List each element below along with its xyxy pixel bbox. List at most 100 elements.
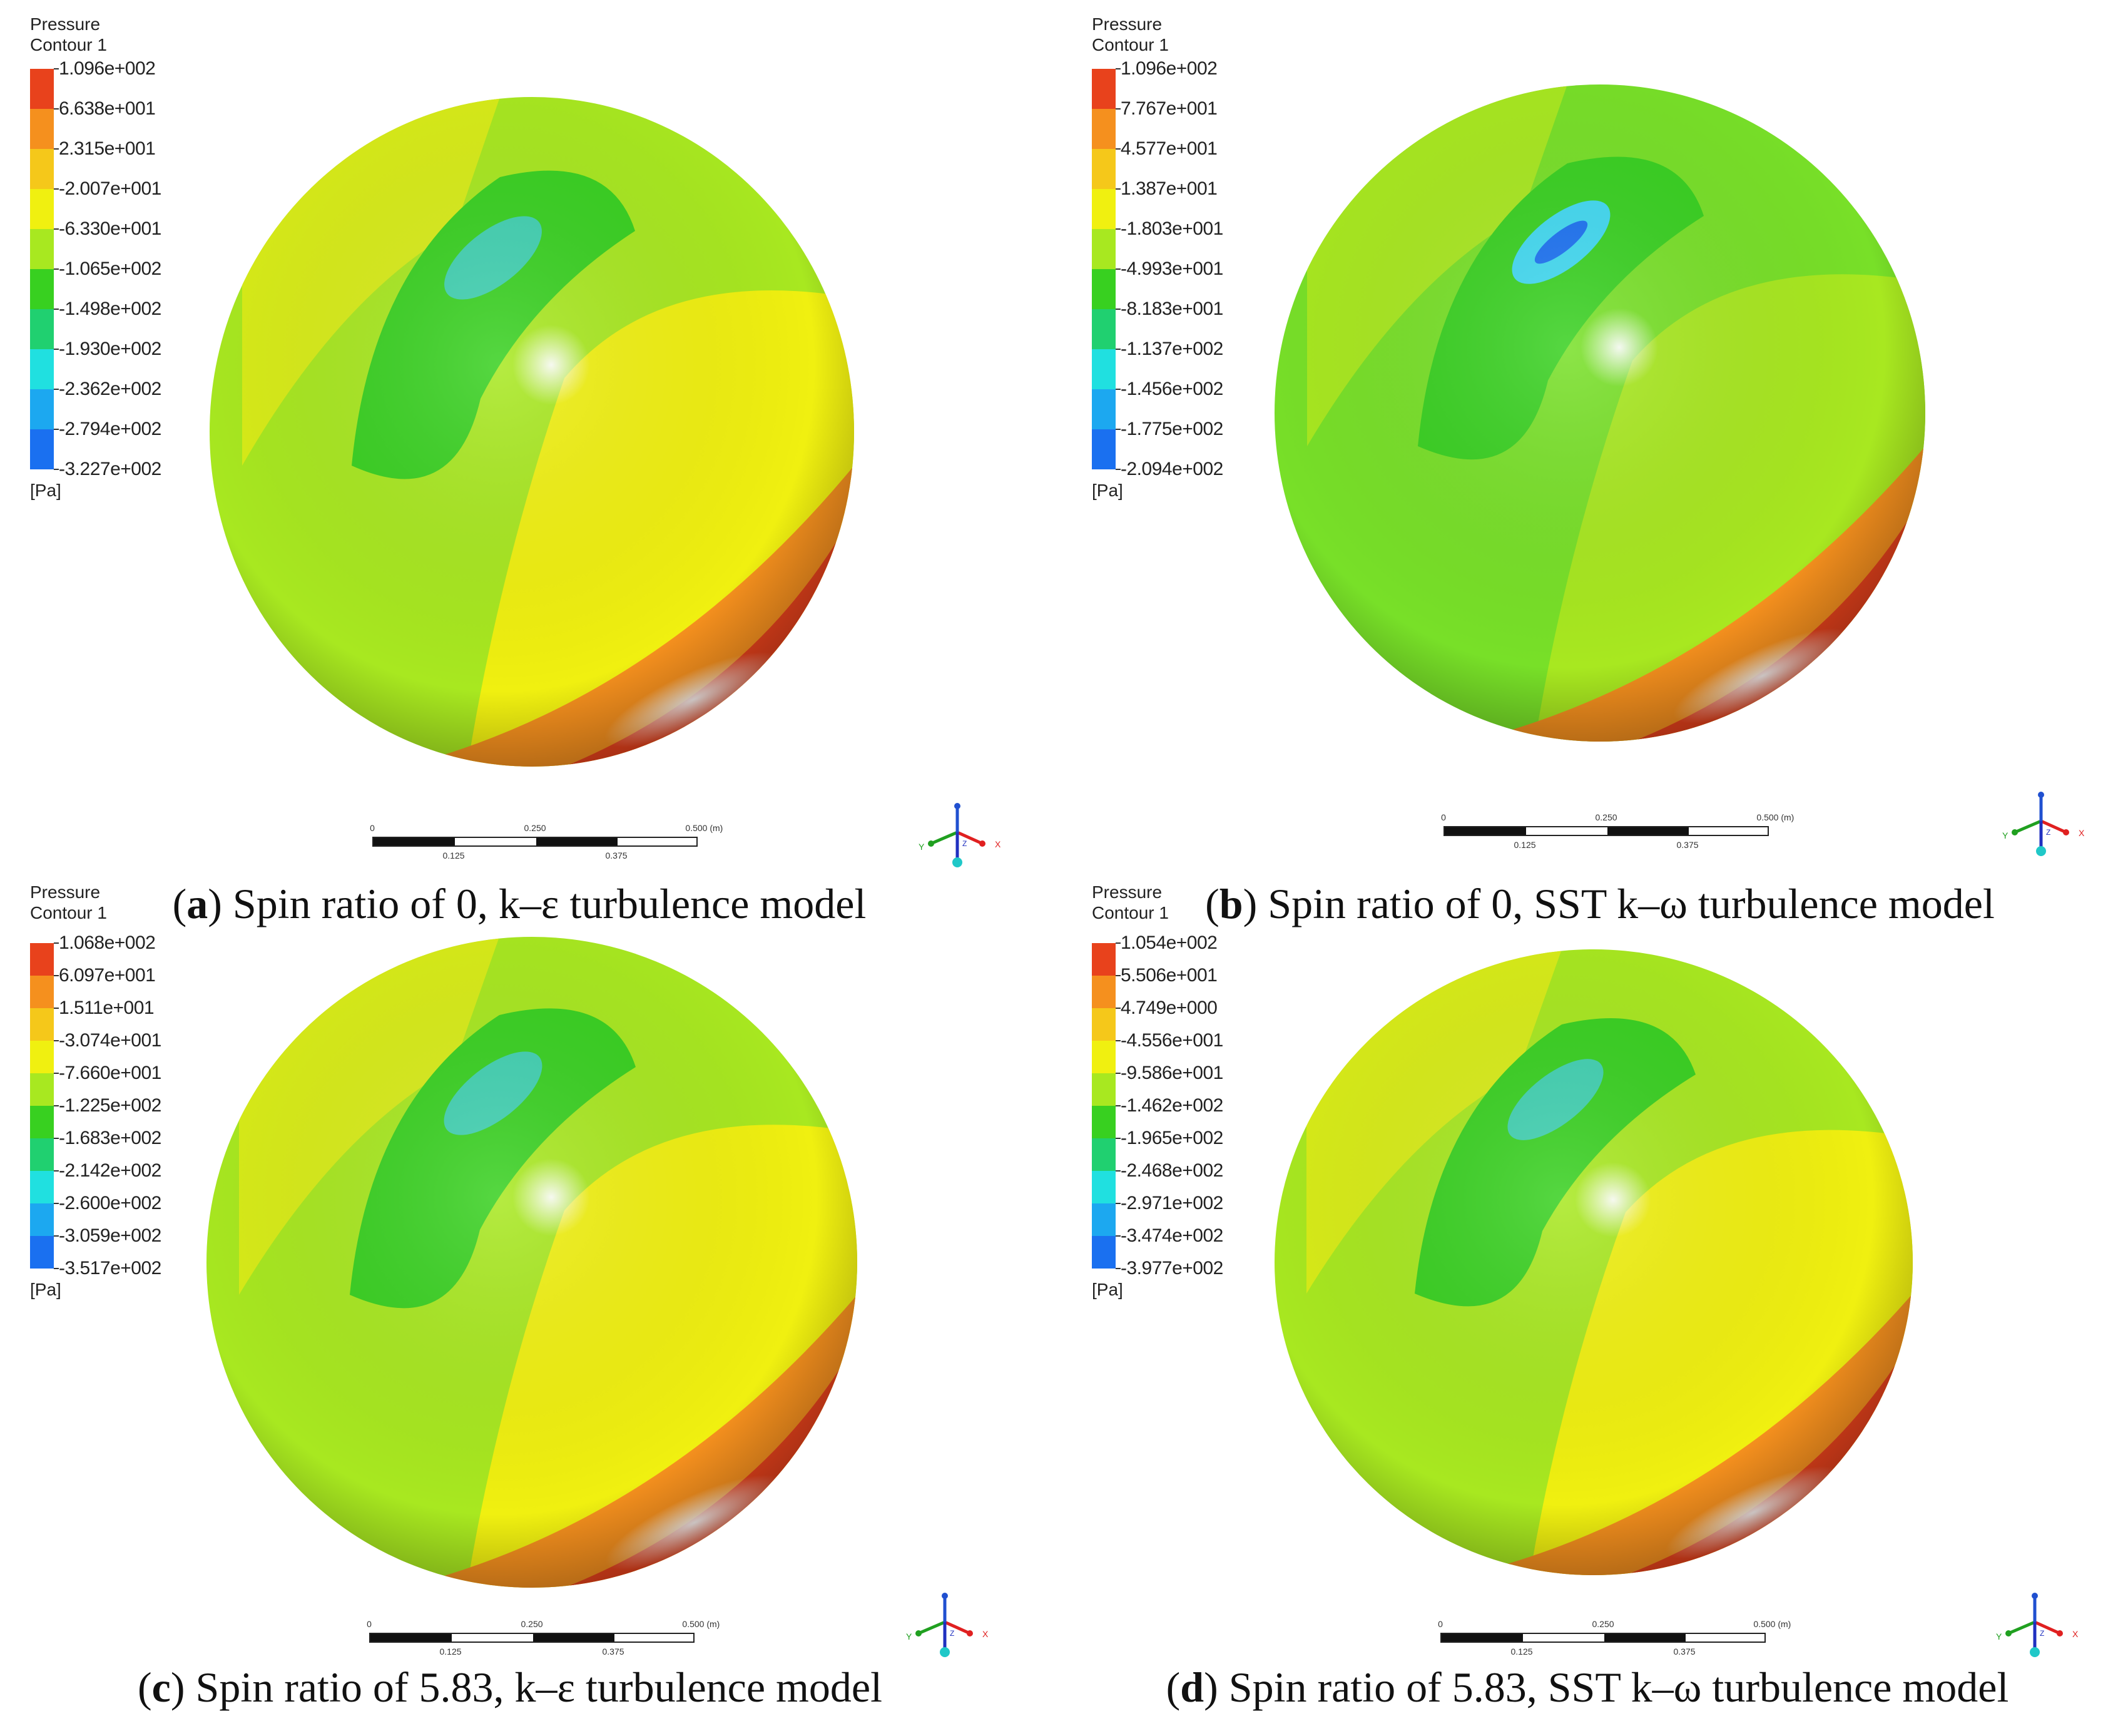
colorbar-tick-label: -1.456e+002	[1121, 379, 1223, 399]
pressure-contour-sphere	[1275, 949, 1913, 1575]
scale-bar-segment	[370, 1634, 452, 1642]
scale-bar-segment	[536, 838, 618, 845]
colorbar-tick-label: -2.971e+002	[1121, 1193, 1223, 1213]
colorbar	[30, 69, 54, 469]
axis-x-arrow	[944, 1620, 971, 1635]
scale-bar-label: 0.500 (m)	[685, 823, 723, 833]
axis-label: Y	[919, 842, 925, 852]
colorbar-tick-label: -2.600e+002	[59, 1193, 161, 1213]
scale-bar-segment	[1607, 827, 1689, 835]
colorbar-tick-mark	[1116, 1268, 1121, 1269]
colorbar-segment	[30, 229, 54, 269]
colorbar-tick-mark	[1116, 148, 1121, 150]
sphere-surface	[1275, 949, 1913, 1575]
colorbar-tick-label: -2.007e+001	[59, 178, 161, 199]
colorbar-tick-mark	[1116, 1203, 1121, 1204]
colorbar-segment	[30, 149, 54, 189]
colorbar-tick-label: 1.511e+001	[59, 998, 155, 1018]
colorbar-tick-label: 1.096e+002	[59, 58, 156, 79]
sphere-surface	[210, 97, 854, 767]
axis-x-arrow-head	[2063, 829, 2069, 835]
scale-bar-segment	[1445, 827, 1526, 835]
scale-bar-line	[369, 1633, 695, 1643]
scale-bar-label: 0.125	[1510, 1647, 1533, 1657]
colorbar	[1092, 69, 1116, 469]
unit-label: [Pa]	[30, 481, 61, 500]
colorbar-segment	[1092, 1236, 1116, 1269]
pressure-contour-sphere	[206, 937, 857, 1588]
scale-bar-label: 0	[1438, 1619, 1443, 1629]
colorbar-tick-label: -9.586e+001	[1121, 1063, 1223, 1083]
axis-triad-icon: X Y Z	[1996, 1593, 2079, 1657]
panel-d: Pressure Contour 1 1.054e+002 5.506e+001 4…	[1062, 868, 2123, 1736]
colorbar-tick-label: -4.556e+001	[1121, 1030, 1223, 1051]
colorbar-tick-mark	[1116, 188, 1121, 190]
colorbar-tick-label: -1.137e+002	[1121, 339, 1223, 359]
colorbar-segment	[30, 109, 54, 149]
axis-label: Z	[2040, 1629, 2044, 1638]
colorbar	[1092, 943, 1116, 1269]
colorbar-tick-mark	[1116, 469, 1121, 470]
scale-bar-line	[372, 837, 698, 847]
colorbar-segment	[1092, 269, 1116, 309]
axis-label: Z	[2046, 828, 2050, 837]
axis-y-arrow-head	[928, 840, 934, 847]
scale-bar-label: 0.125	[442, 850, 465, 860]
colorbar-tick-mark	[54, 942, 59, 944]
colorbar-segment	[1092, 1138, 1116, 1171]
colorbar-tick-mark	[54, 1235, 59, 1237]
scale-bar-label: 0.250	[1595, 812, 1617, 822]
colorbar-segment	[1092, 429, 1116, 469]
pressure-contour-sphere	[210, 97, 854, 767]
colorbar-tick-mark	[54, 1138, 59, 1139]
scale-bar-label: 0.250	[524, 823, 546, 833]
colorbar-tick-mark	[1116, 228, 1121, 230]
colorbar-tick-label: -3.474e+002	[1121, 1225, 1223, 1246]
colorbar-tick-mark	[54, 469, 59, 470]
colorbar-tick-label: -1.065e+002	[59, 258, 161, 279]
axis-y-arrow	[930, 830, 958, 845]
axis-label: X	[995, 839, 1001, 849]
scale-bar-label: 0	[370, 823, 375, 833]
axis-up-arrow-head	[942, 1593, 948, 1599]
axis-label: Y	[1996, 1631, 2002, 1642]
axis-triad-icon: X Y Z	[906, 1593, 989, 1657]
axis-z-ball	[940, 1647, 950, 1657]
colorbar-tick-label: -2.142e+002	[59, 1160, 161, 1181]
colorbar-tick-mark	[1116, 68, 1121, 69]
colorbar-tick-label: -1.803e+001	[1121, 218, 1223, 239]
axis-label: Y	[906, 1631, 912, 1642]
unit-label: [Pa]	[1092, 481, 1123, 500]
colorbar-tick-label: -1.930e+002	[59, 339, 161, 359]
scale-bar-label: 0	[1441, 812, 1446, 822]
scale-bar-label: 0.250	[1592, 1619, 1614, 1629]
scale-bar-label: 0.375	[602, 1647, 624, 1657]
colorbar-segment	[1092, 149, 1116, 189]
colorbar-segment	[30, 69, 54, 109]
colorbar-tick-mark	[54, 68, 59, 69]
colorbar-segment	[30, 1171, 54, 1203]
scale-bar-label: 0	[367, 1619, 372, 1629]
colorbar-tick-mark	[54, 1105, 59, 1106]
axis-x-arrow-head	[2057, 1630, 2063, 1636]
sphere-surface	[206, 937, 857, 1588]
colorbar-tick-mark	[54, 1008, 59, 1009]
scale-bar-label: 0.375	[1673, 1647, 1696, 1657]
colorbar-tick-mark	[54, 268, 59, 270]
colorbar-segment	[1092, 229, 1116, 269]
scale-bar-line	[1443, 826, 1769, 836]
scale-bar-label: 0.250	[521, 1619, 543, 1629]
colorbar-tick-label: -3.074e+001	[59, 1030, 161, 1051]
colorbar-segment	[1092, 1106, 1116, 1138]
axis-triad-icon: X Y Z	[2002, 792, 2085, 856]
colorbar-tick-label: -1.775e+002	[1121, 419, 1223, 439]
colorbar-tick-label: 4.577e+001	[1121, 138, 1218, 159]
sphere-shading	[210, 97, 854, 767]
colorbar-tick-label: -4.993e+001	[1121, 258, 1223, 279]
colorbar-segment	[30, 1138, 54, 1171]
colorbar-tick-label: -3.059e+002	[59, 1225, 161, 1246]
axis-x-arrow-head	[967, 1630, 973, 1636]
colorbar-tick-label: 5.506e+001	[1121, 965, 1218, 986]
scale-bar-label: 0.500 (m)	[1753, 1619, 1791, 1629]
colorbar-segment	[30, 1203, 54, 1236]
